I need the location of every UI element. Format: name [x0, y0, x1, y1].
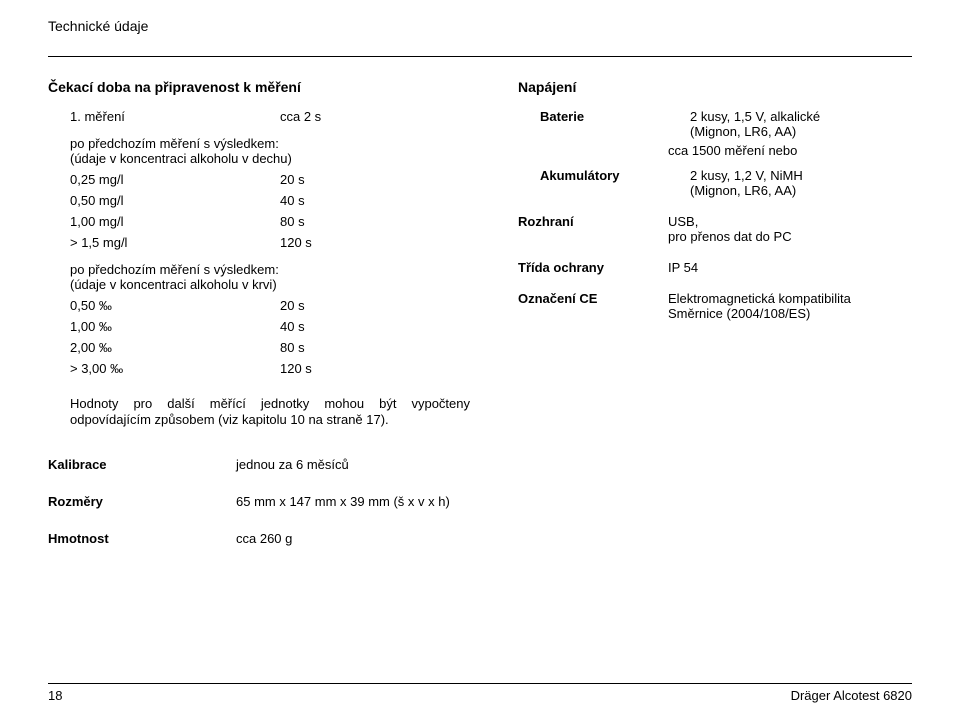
set2-row-0: 0,50 ‰ 20 s: [48, 298, 470, 313]
right-title: Napájení: [518, 79, 912, 95]
divider-top: [48, 56, 912, 57]
mass-value: cca 260 g: [236, 531, 470, 546]
set1-row-3: > 1,5 mg/l 120 s: [48, 235, 470, 250]
row-dimensions: Rozměry 65 mm x 147 mm x 39 mm (š x v x …: [48, 494, 470, 509]
set1-row-3-a: > 1,5 mg/l: [48, 235, 280, 250]
set2-row-2-b: 80 s: [280, 340, 470, 355]
set1-row-1: 0,50 mg/l 40 s: [48, 193, 470, 208]
note-blood: po předchozím měření s výsledkem: (údaje…: [48, 262, 470, 292]
row-calibration: Kalibrace jednou za 6 měsíců: [48, 457, 470, 472]
set1-row-0-a: 0,25 mg/l: [48, 172, 280, 187]
mass-label: Hmotnost: [48, 531, 236, 546]
set1-row-1-b: 40 s: [280, 193, 470, 208]
footer-row: 18 Dräger Alcotest 6820: [48, 688, 912, 703]
note-breath: po předchozím měření s výsledkem: (údaje…: [48, 136, 470, 166]
column-left: Čekací doba na připravenost k měření 1. …: [48, 79, 470, 568]
row-mass: Hmotnost cca 260 g: [48, 531, 470, 546]
row-ce: Označení CE Elektromagnetická kompatibil…: [518, 291, 912, 321]
interface-value: USB, pro přenos dat do PC: [668, 214, 912, 244]
set2-row-3-a: > 3,00 ‰: [48, 361, 280, 376]
set1-row-1-a: 0,50 mg/l: [48, 193, 280, 208]
set2-row-3-b: 120 s: [280, 361, 470, 376]
row-accu: Akumulátory 2 kusy, 1,2 V, NiMH (Mignon,…: [518, 168, 912, 198]
set2-row-0-a: 0,50 ‰: [48, 298, 280, 313]
set1-row-0: 0,25 mg/l 20 s: [48, 172, 470, 187]
footer-divider: [48, 683, 912, 684]
set2-row-3: > 3,00 ‰ 120 s: [48, 361, 470, 376]
calibration-label: Kalibrace: [48, 457, 236, 472]
battery-label: Baterie: [518, 109, 690, 124]
bottom-kv: Kalibrace jednou za 6 měsíců Rozměry 65 …: [48, 457, 470, 546]
set2-row-0-b: 20 s: [280, 298, 470, 313]
row-first-measure-value: cca 2 s: [280, 109, 470, 124]
left-title: Čekací doba na připravenost k měření: [48, 79, 470, 95]
set1-row-0-b: 20 s: [280, 172, 470, 187]
protection-label: Třída ochrany: [518, 260, 668, 275]
footer-page-number: 18: [48, 688, 62, 703]
footer-product: Dräger Alcotest 6820: [791, 688, 912, 703]
page: Technické údaje Čekací doba na připraven…: [0, 0, 960, 717]
ce-label: Označení CE: [518, 291, 668, 306]
interface-label: Rozhraní: [518, 214, 668, 229]
set1-row-2: 1,00 mg/l 80 s: [48, 214, 470, 229]
row-first-measure: 1. měření cca 2 s: [48, 109, 470, 124]
footer: 18 Dräger Alcotest 6820: [0, 675, 960, 703]
set1-row-2-b: 80 s: [280, 214, 470, 229]
row-battery: Baterie 2 kusy, 1,5 V, alkalické (Mignon…: [518, 109, 912, 139]
accu-value: 2 kusy, 1,2 V, NiMH (Mignon, LR6, AA): [690, 168, 912, 198]
column-right: Napájení Baterie 2 kusy, 1,5 V, alkalick…: [518, 79, 912, 568]
dimensions-value: 65 mm x 147 mm x 39 mm (š x v x h): [236, 494, 470, 509]
row-interface: Rozhraní USB, pro přenos dat do PC: [518, 214, 912, 244]
row-first-measure-label: 1. měření: [48, 109, 280, 124]
left-paragraph: Hodnoty pro další měřící jednotky mohou …: [70, 396, 470, 429]
battery-value: 2 kusy, 1,5 V, alkalické (Mignon, LR6, A…: [690, 109, 912, 139]
set2-row-2-a: 2,00 ‰: [48, 340, 280, 355]
set1-row-2-a: 1,00 mg/l: [48, 214, 280, 229]
running-head: Technické údaje: [48, 18, 912, 34]
calibration-value: jednou za 6 měsíců: [236, 457, 470, 472]
dimensions-label: Rozměry: [48, 494, 236, 509]
battery-sub: cca 1500 měření nebo: [518, 143, 912, 158]
set2-row-1-a: 1,00 ‰: [48, 319, 280, 334]
columns: Čekací doba na připravenost k měření 1. …: [48, 79, 912, 568]
set1-row-3-b: 120 s: [280, 235, 470, 250]
accu-label: Akumulátory: [518, 168, 690, 183]
set2-row-2: 2,00 ‰ 80 s: [48, 340, 470, 355]
set2-row-1: 1,00 ‰ 40 s: [48, 319, 470, 334]
protection-value: IP 54: [668, 260, 912, 275]
set2-row-1-b: 40 s: [280, 319, 470, 334]
ce-value: Elektromagnetická kompatibilita Směrnice…: [668, 291, 912, 321]
row-protection: Třída ochrany IP 54: [518, 260, 912, 275]
